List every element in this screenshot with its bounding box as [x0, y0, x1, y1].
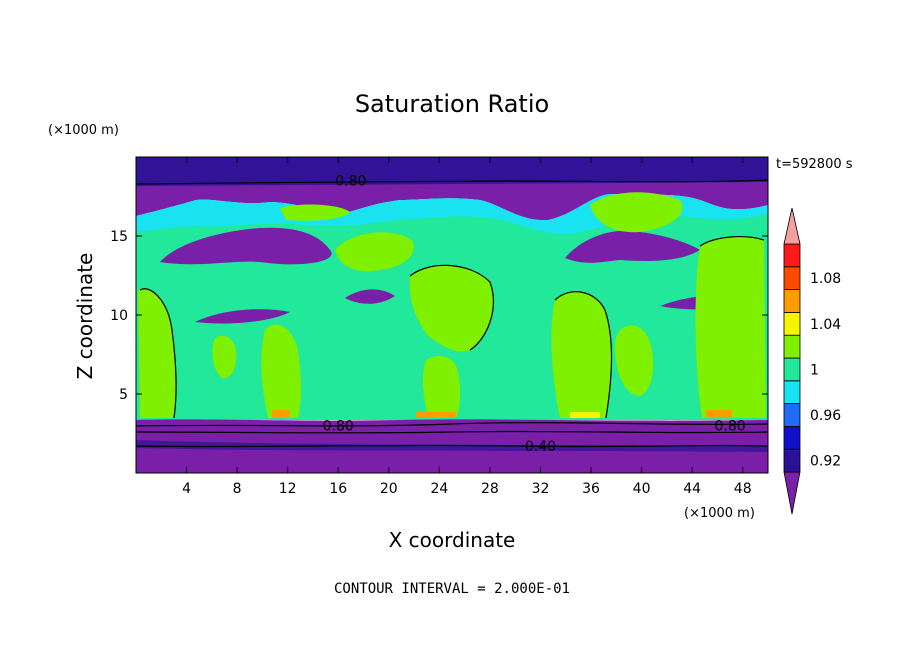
colorbar-swatch [783, 311, 801, 336]
x-tick-label: 12 [279, 481, 297, 497]
colorbar-swatch [783, 403, 801, 427]
x-tick-label: 44 [683, 481, 701, 497]
green-cell-11 [212, 335, 237, 379]
y-unit-label: (×1000 m) [48, 123, 119, 138]
colorbar-swatch [783, 448, 801, 473]
upper-dry-intrusion [160, 227, 332, 265]
warm-spot-4 [706, 410, 732, 418]
colorbar-tick-label: 0.92 [810, 454, 841, 470]
green-cell-3 [409, 265, 494, 352]
colorbar-swatch [783, 357, 801, 382]
contour-cell-1 [139, 288, 177, 419]
x-tick-label: 4 [182, 481, 191, 497]
contour-lower-3 [136, 444, 768, 448]
y-axis: 5 10 15 [110, 229, 768, 403]
contour-label: 0.40 [525, 439, 556, 455]
x-axis: 4 8 12 16 20 24 28 32 36 40 44 48 [182, 157, 752, 497]
x-tick-label: 48 [734, 481, 752, 497]
green-cell-1 [138, 288, 177, 418]
green-cell-2 [261, 324, 301, 418]
x-tick-label: 32 [532, 481, 550, 497]
contour-label: 0.80 [335, 174, 366, 190]
colorbar-tick-label: 0.96 [810, 408, 841, 424]
x-tick-label: 24 [430, 481, 448, 497]
x-tick-label: 36 [582, 481, 600, 497]
colorbar-tick-label: 1.04 [810, 317, 841, 333]
x-unit-label: (×1000 m) [684, 506, 755, 521]
colorbar-swatch [783, 334, 801, 359]
contour-lines [136, 179, 768, 448]
x-tick-label: 40 [633, 481, 651, 497]
green-cell-5 [551, 291, 612, 418]
mid-dry-streak [195, 309, 290, 324]
x-tick-label: 16 [329, 481, 347, 497]
y-tick-label: 5 [119, 387, 128, 403]
warm-spot-3 [570, 412, 600, 418]
warm-spot-1 [272, 410, 290, 418]
colorbar-swatch [783, 266, 801, 290]
contour-cell-7 [699, 236, 765, 247]
contour-lower-2 [136, 430, 768, 434]
green-cell-9 [590, 192, 683, 233]
x-tick-label: 28 [481, 481, 499, 497]
contour-labels: 0.80 0.80 0.80 0.40 [323, 174, 746, 455]
green-cell-10 [280, 204, 350, 221]
contour-label: 0.80 [323, 419, 354, 435]
y-axis-label: Z coordinate [73, 253, 97, 380]
y-tick-label: 10 [110, 308, 128, 324]
colorbar-swatch [783, 425, 801, 450]
colorbar-tick-label: 1.08 [810, 271, 841, 287]
x-tick-label: 8 [233, 481, 242, 497]
contour-interval-footer: CONTOUR INTERVAL = 2.000E-01 [334, 581, 570, 597]
warm-spot-2 [416, 412, 456, 418]
mid-dry-streak-2 [345, 289, 395, 304]
x-axis-label: X coordinate [389, 528, 516, 552]
green-cell-4 [422, 356, 461, 418]
contour-lower-1 [136, 421, 768, 427]
green-cell-6 [614, 325, 654, 396]
colorbar-min-arrow [783, 471, 801, 515]
colorbar: 1.08 1.04 1 0.96 0.92 [783, 207, 841, 515]
contour-upper [136, 179, 768, 185]
colorbar-swatch [783, 243, 801, 268]
colorbar-max-arrow [783, 207, 801, 245]
contour-cell-3 [409, 264, 494, 351]
colorbar-swatch [783, 380, 801, 404]
colorbar-swatch [783, 289, 801, 313]
right-dry-intrusion [565, 230, 700, 263]
upper-dark-band [136, 157, 768, 186]
green-cell-7 [695, 236, 766, 418]
colorbar-tick-label: 1 [810, 362, 819, 378]
time-label: t=592800 s [776, 157, 853, 172]
x-tick-label: 20 [380, 481, 398, 497]
y-tick-label: 15 [110, 229, 128, 245]
contour-label: 0.80 [714, 419, 745, 435]
chart-title: Saturation Ratio [355, 90, 549, 118]
contour-fill [136, 157, 768, 473]
contour-cell-5 [554, 291, 613, 419]
green-cell-8 [335, 232, 414, 272]
